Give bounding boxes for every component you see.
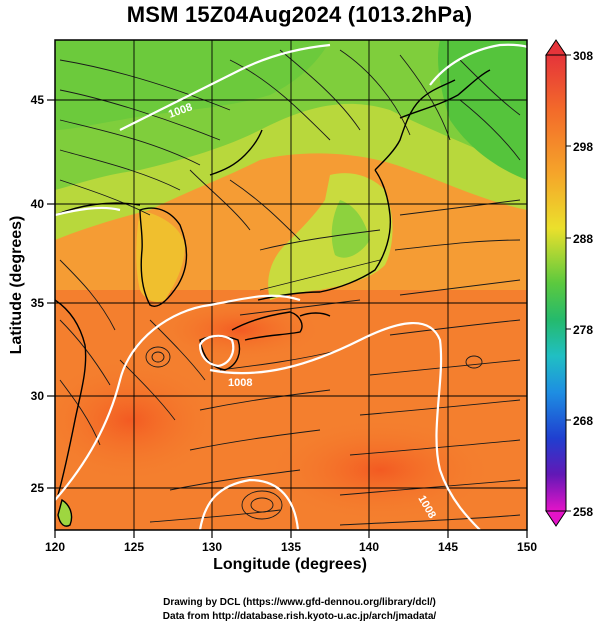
colorbar: 308 298 288 278 268 258 xyxy=(545,39,593,527)
map-field: 1008 1008 1008 xyxy=(55,40,527,530)
x-tick-label: 140 xyxy=(359,540,379,554)
map-title: MSM 15Z04Aug2024 (1013.2hPa) xyxy=(126,2,473,27)
y-axis-label: Latitude (degrees) xyxy=(8,215,25,355)
x-axis-label: Longitude (degrees) xyxy=(213,556,367,573)
y-tick-label: 40 xyxy=(31,197,45,211)
colorbar-tick-label: 288 xyxy=(573,232,593,246)
graticule xyxy=(55,40,527,530)
colorbar-tick-label: 268 xyxy=(573,414,593,428)
x-tick-label: 130 xyxy=(202,540,222,554)
x-tick-label: 125 xyxy=(124,540,144,554)
x-tick-label: 145 xyxy=(438,540,458,554)
colorbar-tick-label: 308 xyxy=(573,49,593,63)
colorbar-tick-label: 298 xyxy=(573,140,593,154)
isobars xyxy=(55,43,527,530)
streamlines xyxy=(59,49,521,526)
y-tick-label: 35 xyxy=(31,296,45,310)
credit-drawing: Drawing by DCL (https://www.gfd-dennou.o… xyxy=(163,597,436,608)
y-tick-label: 25 xyxy=(31,481,45,495)
colorbar-tick-label: 258 xyxy=(573,505,593,519)
y-tick-label: 45 xyxy=(31,93,45,107)
x-tick-label: 120 xyxy=(45,540,65,554)
credit-data: Data from http://database.rish.kyoto-u.a… xyxy=(162,611,437,622)
colorbar-min-arrow xyxy=(545,510,567,527)
axis-ticks xyxy=(47,99,528,538)
colorbar-max-arrow xyxy=(545,39,567,56)
coastlines xyxy=(55,69,491,527)
isobar-label: 1008 xyxy=(228,377,252,389)
x-tick-label: 150 xyxy=(517,540,537,554)
colorbar-tick-label: 278 xyxy=(573,323,593,337)
y-tick-label: 30 xyxy=(31,389,45,403)
x-tick-label: 135 xyxy=(281,540,301,554)
